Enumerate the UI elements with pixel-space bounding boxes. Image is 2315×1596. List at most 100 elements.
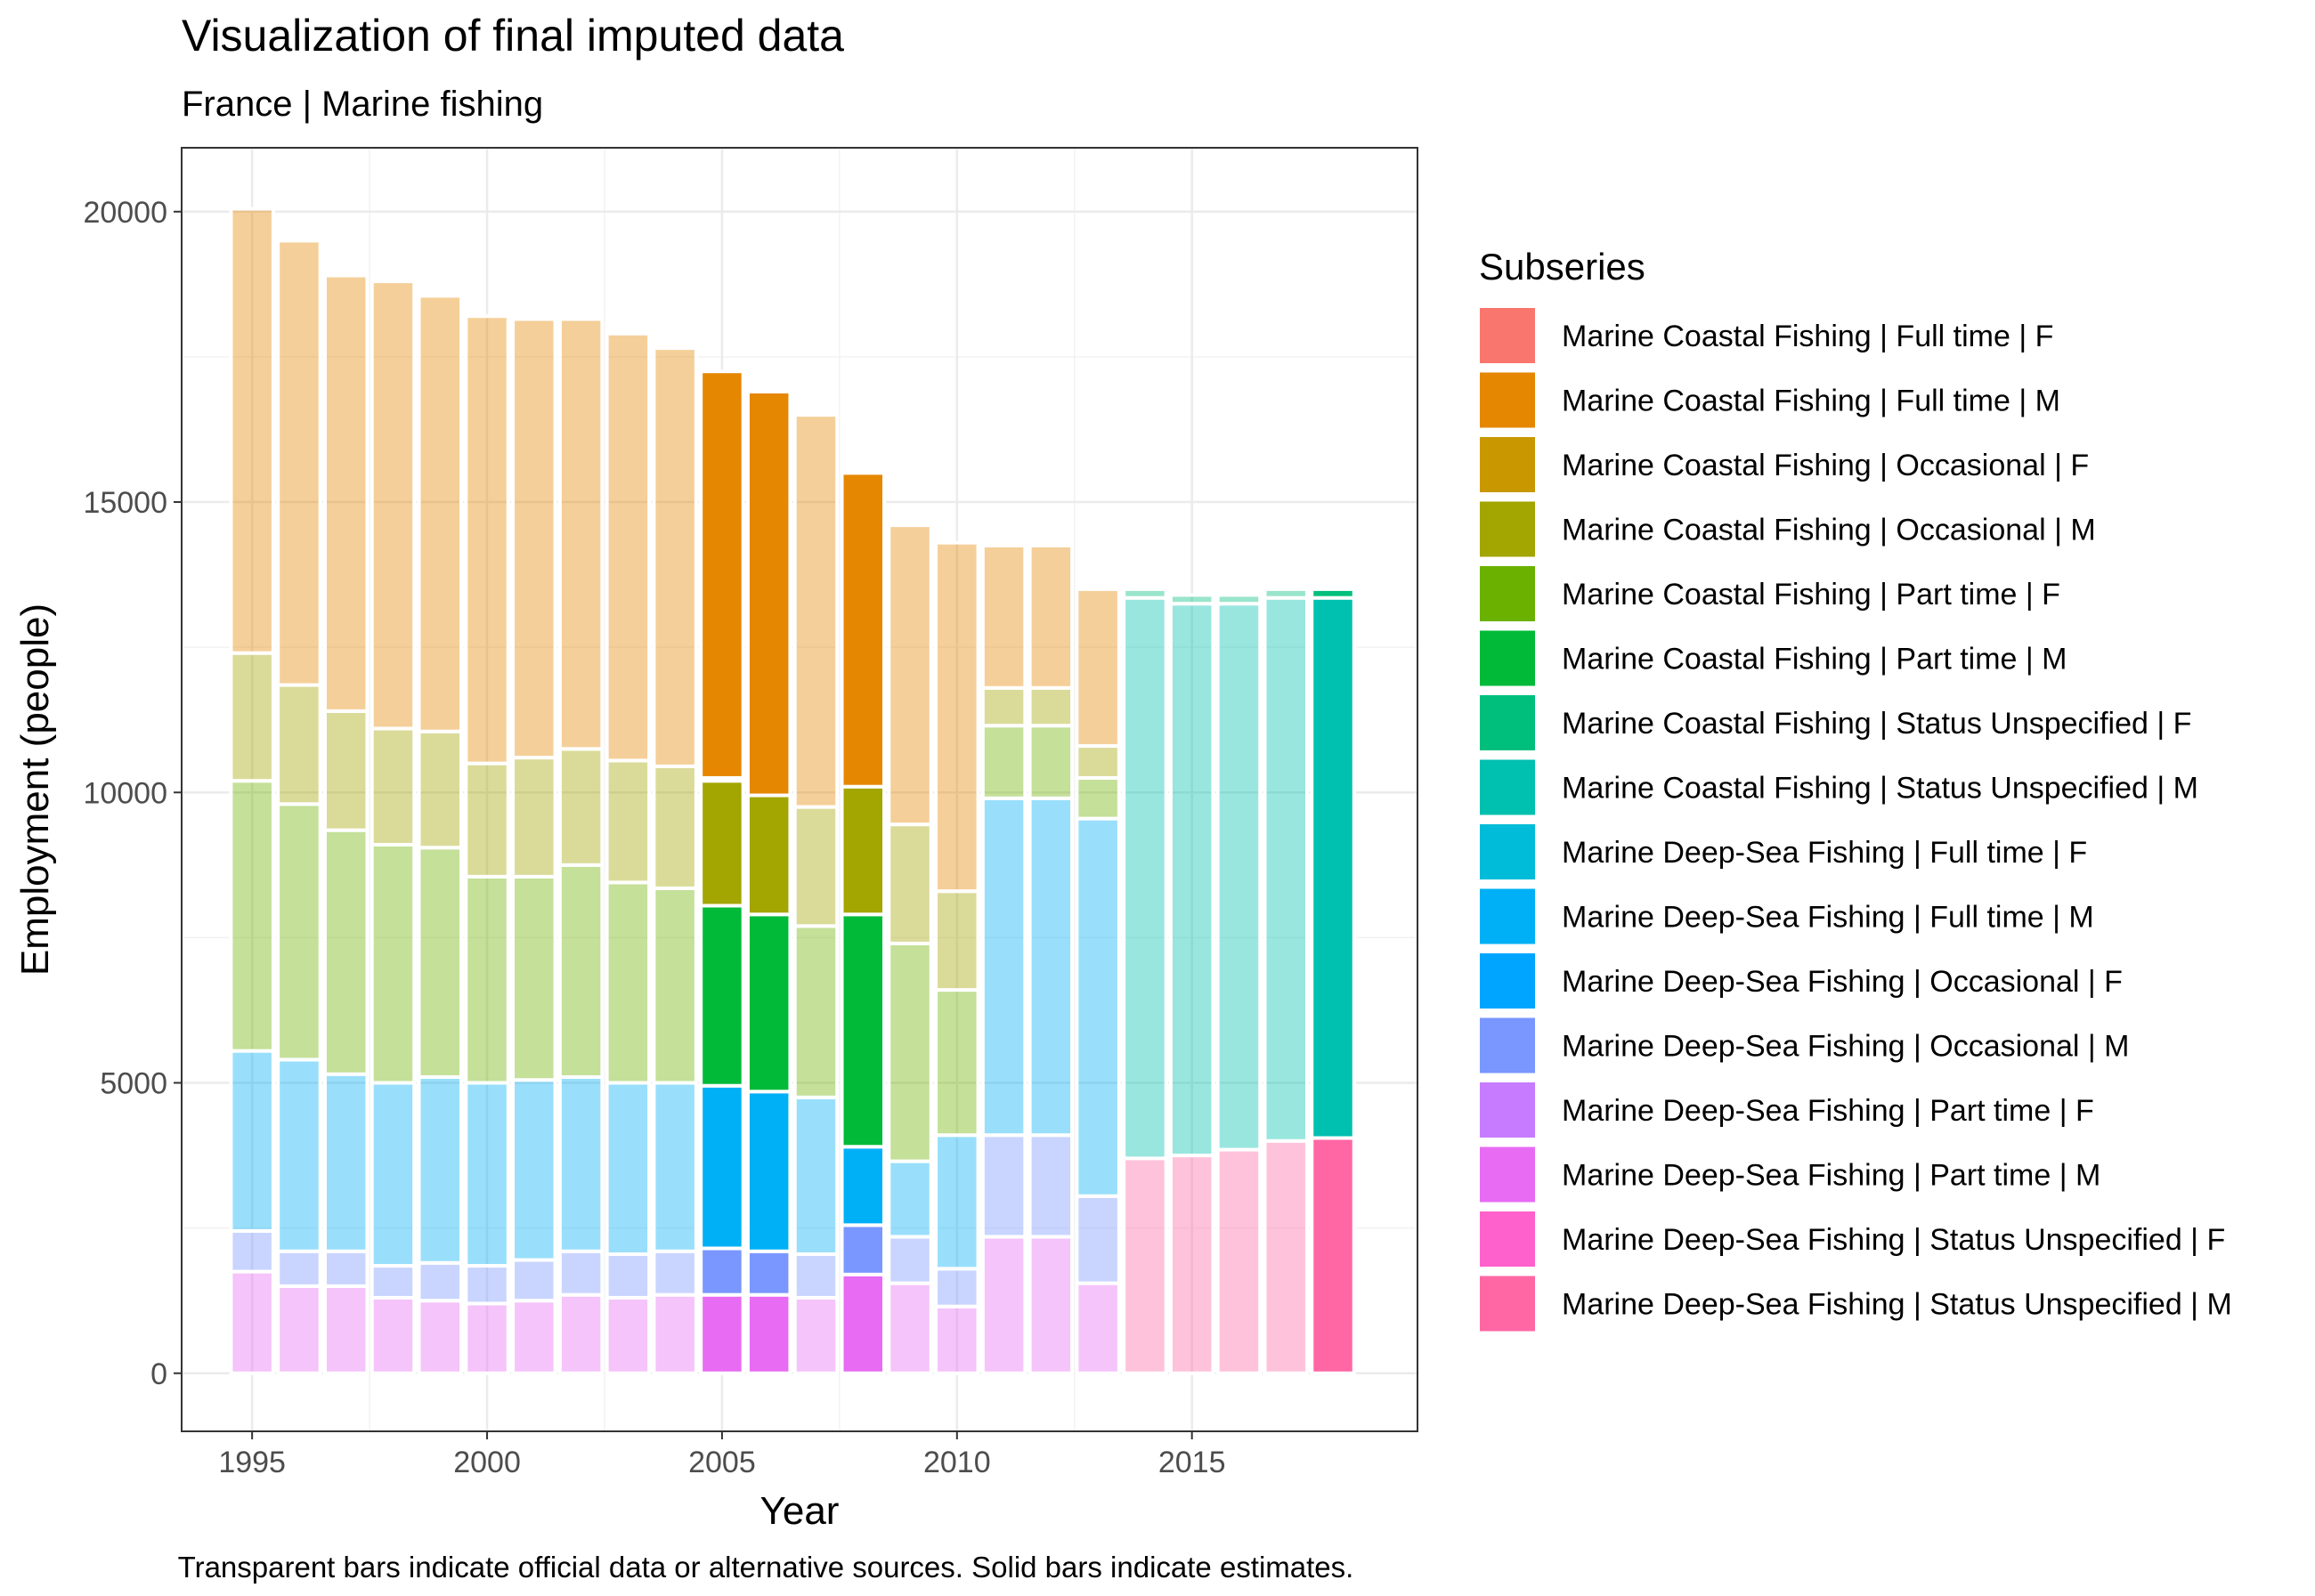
legend-key xyxy=(1480,1146,1535,1203)
bar-segment xyxy=(605,1295,652,1375)
bar-segment xyxy=(605,1081,652,1256)
legend-key xyxy=(1480,695,1535,750)
bar-segment xyxy=(699,1292,745,1375)
bar-segment xyxy=(840,1223,886,1276)
bar-segment xyxy=(699,1246,745,1297)
legend-label: Marine Deep-Sea Fishing | Part time | M xyxy=(1562,1159,2100,1193)
bar-segment xyxy=(417,1074,464,1265)
legend-label: Marine Coastal Fishing | Occasional | F xyxy=(1562,449,2089,482)
bar-segment xyxy=(511,1299,557,1375)
bar-segment xyxy=(417,1260,464,1303)
bar-segment xyxy=(1215,593,1263,606)
bar-segment xyxy=(1168,593,1215,606)
bar-segment xyxy=(745,1292,792,1375)
bar-segment xyxy=(887,1235,933,1285)
legend-key xyxy=(1480,1017,1535,1073)
bar-segment xyxy=(652,1081,698,1253)
bar-segment xyxy=(745,1090,792,1253)
x-tick-label: 2010 xyxy=(923,1446,991,1479)
legend-label: Marine Coastal Fishing | Status Unspecif… xyxy=(1562,707,2191,741)
legend-label: Marine Deep-Sea Fishing | Full time | F xyxy=(1562,836,2087,870)
bar-segment xyxy=(1028,1133,1075,1239)
bar-segment xyxy=(792,924,840,1099)
bar-segment xyxy=(792,1295,840,1375)
bar-segment xyxy=(322,1072,370,1253)
legend-label: Marine Deep-Sea Fishing | Status Unspeci… xyxy=(1562,1223,2225,1257)
bar-segment xyxy=(276,802,322,1062)
bar-segment xyxy=(840,912,886,1149)
bar-segment xyxy=(1075,816,1121,1198)
x-axis: 1995 2000 2005 2010 2015 xyxy=(218,1431,1225,1479)
y-tick-label: 10000 xyxy=(83,776,167,810)
bar-segment xyxy=(980,543,1028,690)
bar-segment xyxy=(229,779,275,1053)
chart-caption: Transparent bars indicate official data … xyxy=(178,1551,1354,1584)
legend-key xyxy=(1480,1211,1535,1267)
legend-key xyxy=(1480,888,1535,944)
bar-segment xyxy=(1075,1281,1121,1375)
x-tick-label: 2015 xyxy=(1158,1446,1226,1479)
bar-segment xyxy=(229,1228,275,1274)
bar-segment xyxy=(934,540,980,894)
legend-key xyxy=(1480,437,1535,492)
bar-segment xyxy=(322,828,370,1076)
legend-key xyxy=(1480,630,1535,686)
x-tick-label: 1995 xyxy=(218,1446,286,1479)
legend-label: Marine Deep-Sea Fishing | Occasional | M xyxy=(1562,1030,2129,1064)
bar-segment xyxy=(699,903,745,1088)
bar-segment xyxy=(652,886,698,1085)
legend-label: Marine Deep-Sea Fishing | Part time | F xyxy=(1562,1094,2094,1128)
bar-segment xyxy=(417,294,464,733)
bar-segment xyxy=(934,889,980,992)
bar-segment xyxy=(1075,1194,1121,1285)
bar-segment xyxy=(887,941,933,1163)
legend-title: Subseries xyxy=(1479,246,1645,288)
bar-segment xyxy=(417,846,464,1079)
bar-segment xyxy=(229,1269,275,1375)
bar-segment xyxy=(934,988,980,1138)
bar-segment xyxy=(980,724,1028,800)
bar-segment xyxy=(792,413,840,809)
legend-label: Marine Coastal Fishing | Occasional | M xyxy=(1562,514,2096,547)
legend-key xyxy=(1480,824,1535,879)
bar-segment xyxy=(1310,595,1356,1140)
bar-segment xyxy=(1215,1147,1263,1375)
bar-segment xyxy=(605,331,652,763)
bar-segment xyxy=(276,1249,322,1288)
bar-segment xyxy=(1075,587,1121,749)
legend-key xyxy=(1480,372,1535,428)
legend-label: Marine Deep-Sea Fishing | Status Unspeci… xyxy=(1562,1288,2232,1322)
bar-segment xyxy=(322,273,370,713)
x-tick-label: 2005 xyxy=(688,1446,756,1479)
bar-segment xyxy=(1263,587,1309,600)
legend-key xyxy=(1480,566,1535,621)
legend: Subseries Marine Coastal Fishing | Full … xyxy=(1479,246,2232,1332)
bar-segment xyxy=(1122,587,1168,600)
bar-segment xyxy=(557,1249,605,1297)
y-tick-label: 15000 xyxy=(83,486,167,520)
y-axis-title: Employment (people) xyxy=(13,604,57,976)
bar-segment xyxy=(464,1264,510,1306)
bar-segment xyxy=(229,1049,275,1233)
bar-segment xyxy=(1263,595,1309,1143)
bar-segment xyxy=(840,1272,886,1375)
x-axis-title: Year xyxy=(760,1489,840,1533)
y-axis: 0 5000 10000 15000 20000 xyxy=(83,196,182,1391)
bar-segment xyxy=(557,863,605,1079)
bar-segment xyxy=(276,1284,322,1375)
bar-segment xyxy=(840,1145,886,1227)
bar-segment xyxy=(745,793,792,917)
bar-segment xyxy=(370,1264,417,1300)
bar-segment xyxy=(605,880,652,1085)
legend-key xyxy=(1480,759,1535,815)
bar-segment xyxy=(934,1133,980,1271)
legend-label: Marine Coastal Fishing | Part time | F xyxy=(1562,578,2060,612)
bar-segment xyxy=(1263,1138,1309,1375)
bar-segment xyxy=(887,1159,933,1239)
bar-segment xyxy=(511,756,557,879)
y-tick-label: 20000 xyxy=(83,196,167,230)
bar-segment xyxy=(699,369,745,780)
legend-label: Marine Coastal Fishing | Full time | M xyxy=(1562,385,2060,418)
bar-segment xyxy=(370,842,417,1085)
